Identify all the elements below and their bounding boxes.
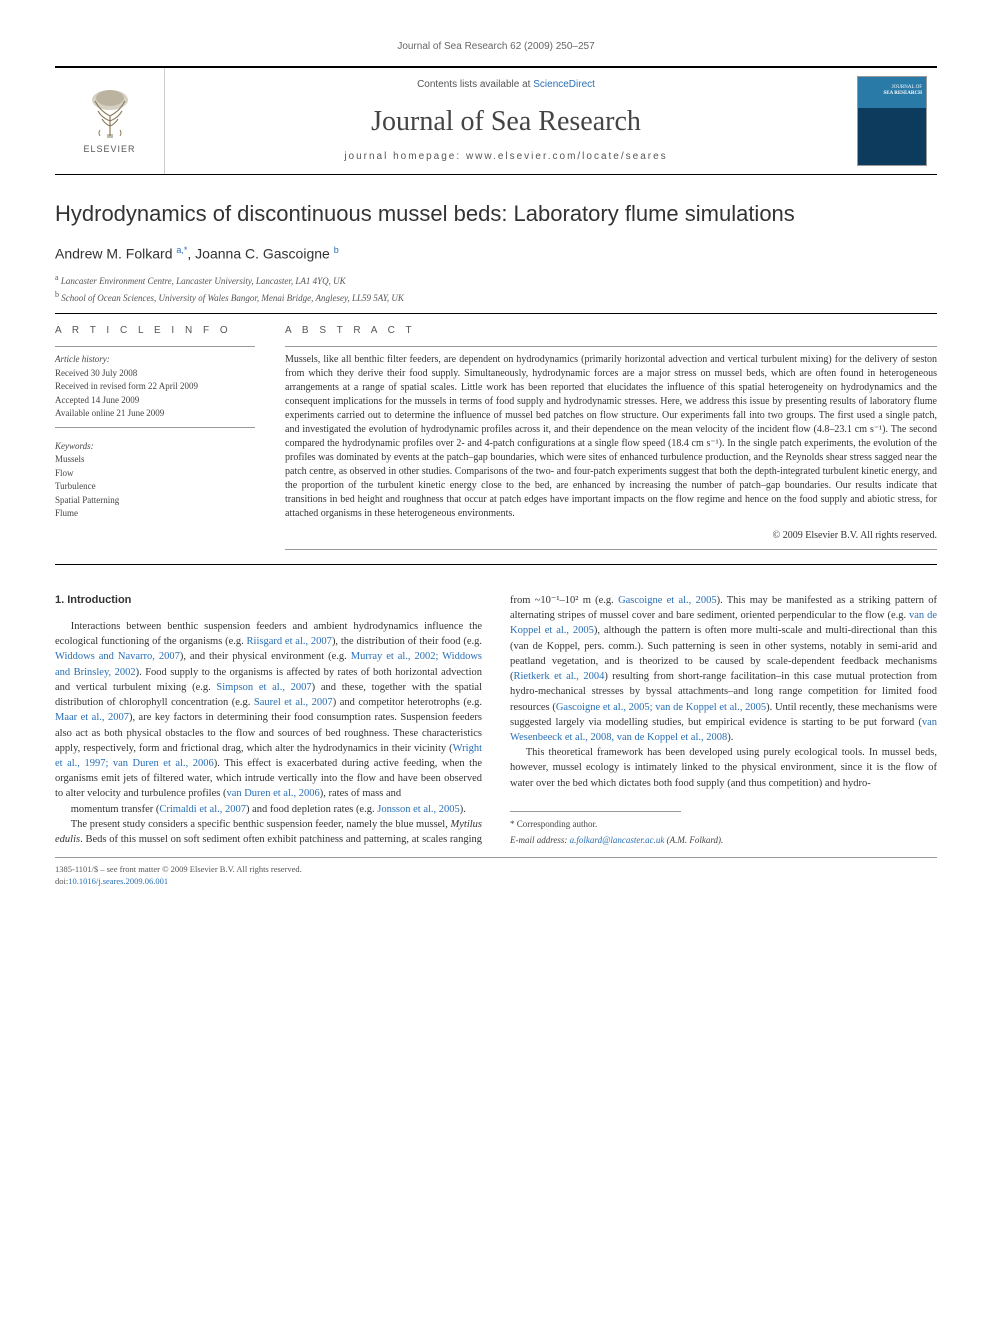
info-abstract-row: A R T I C L E I N F O Article history: R… <box>55 324 937 556</box>
publisher-logo-box: ELSEVIER <box>55 68 165 174</box>
article-title: Hydrodynamics of discontinuous mussel be… <box>55 199 937 230</box>
footnote-block: * Corresponding author. E-mail address: … <box>510 811 937 847</box>
body-para-2: momentum transfer (Crimaldi et al., 2007… <box>55 802 482 817</box>
history-online: Available online 21 June 2009 <box>55 408 164 418</box>
history-label: Article history: <box>55 354 110 364</box>
affiliation-a: a Lancaster Environment Centre, Lancaste… <box>55 272 937 289</box>
footnote-rule <box>510 811 681 812</box>
copyright-line: © 2009 Elsevier B.V. All rights reserved… <box>285 529 937 543</box>
contents-prefix: Contents lists available at <box>417 79 533 90</box>
keywords-label: Keywords: <box>55 440 255 454</box>
homepage-url: www.elsevier.com/locate/seares <box>466 151 668 162</box>
abstract-text: Mussels, like all benthic filter feeders… <box>285 353 937 521</box>
history-received: Received 30 July 2008 <box>55 368 137 378</box>
body-para-1: Interactions between benthic suspension … <box>55 619 482 802</box>
keywords-rule <box>55 427 255 428</box>
corresponding-author: * Corresponding author. <box>510 818 937 831</box>
article-body: 1. Introduction Interactions between ben… <box>55 593 937 847</box>
email-person: (A.M. Folkard). <box>667 835 724 845</box>
affil-b-text: School of Ocean Sciences, University of … <box>61 293 404 303</box>
keyword-5: Flume <box>55 508 78 518</box>
divider-rule <box>55 313 937 314</box>
running-head: Journal of Sea Research 62 (2009) 250–25… <box>55 40 937 54</box>
author-list: Andrew M. Folkard a,*, Joanna C. Gascoig… <box>55 244 937 264</box>
sciencedirect-link[interactable]: ScienceDirect <box>533 79 595 90</box>
author-2-marks: b <box>334 245 339 255</box>
article-info-head: A R T I C L E I N F O <box>55 324 255 338</box>
info-rule <box>55 346 255 347</box>
masthead-center: Contents lists available at ScienceDirec… <box>165 68 847 174</box>
abstract-column: A B S T R A C T Mussels, like all benthi… <box>285 324 937 556</box>
keyword-1: Mussels <box>55 454 85 464</box>
article-info-column: A R T I C L E I N F O Article history: R… <box>55 324 255 556</box>
doi-line: doi:10.1016/j.seares.2009.06.001 <box>55 876 937 888</box>
cover-label-bottom: SEA RESEARCH <box>884 91 922 96</box>
corresponding-email-line: E-mail address: a.folkard@lancaster.ac.u… <box>510 834 937 847</box>
cover-title: JOURNAL OF SEA RESEARCH <box>862 85 922 96</box>
footer-meta: 1385-1101/$ – see front matter © 2009 El… <box>55 857 937 888</box>
journal-masthead: ELSEVIER Contents lists available at Sci… <box>55 66 937 175</box>
history-revised: Received in revised form 22 April 2009 <box>55 381 198 391</box>
keyword-4: Spatial Patterning <box>55 495 119 505</box>
keyword-3: Turbulence <box>55 481 96 491</box>
journal-homepage: journal homepage: www.elsevier.com/locat… <box>344 150 667 164</box>
homepage-prefix: journal homepage: <box>344 151 466 162</box>
body-para-4: This theoretical framework has been deve… <box>510 745 937 791</box>
contents-line: Contents lists available at ScienceDirec… <box>417 78 595 92</box>
doi-link[interactable]: 10.1016/j.seares.2009.06.001 <box>68 876 168 886</box>
author-1: Andrew M. Folkard <box>55 245 172 261</box>
publisher-name: ELSEVIER <box>83 143 135 156</box>
keywords-block: Keywords: Mussels Flow Turbulence Spatia… <box>55 440 255 521</box>
issn-line: 1385-1101/$ – see front matter © 2009 El… <box>55 864 937 876</box>
email-label: E-mail address: <box>510 835 567 845</box>
journal-name: Journal of Sea Research <box>371 102 641 141</box>
author-1-marks: a,* <box>176 245 187 255</box>
cover-thumb-box: JOURNAL OF SEA RESEARCH <box>847 68 937 174</box>
affil-b-mark: b <box>55 290 59 299</box>
affiliations: a Lancaster Environment Centre, Lancaste… <box>55 272 937 305</box>
abstract-head: A B S T R A C T <box>285 324 937 338</box>
corresponding-email-link[interactable]: a.folkard@lancaster.ac.uk <box>570 835 665 845</box>
author-2: Joanna C. Gascoigne <box>195 245 330 261</box>
elsevier-logo: ELSEVIER <box>70 81 150 161</box>
journal-cover-thumbnail: JOURNAL OF SEA RESEARCH <box>857 76 927 166</box>
abstract-end-rule <box>285 549 937 550</box>
history-accepted: Accepted 14 June 2009 <box>55 395 139 405</box>
body-start-rule <box>55 564 937 565</box>
article-history: Article history: Received 30 July 2008 R… <box>55 353 255 421</box>
section-heading-1: 1. Introduction <box>55 593 482 609</box>
abstract-rule <box>285 346 937 347</box>
affil-a-text: Lancaster Environment Centre, Lancaster … <box>61 276 346 286</box>
affil-a-mark: a <box>55 273 59 282</box>
cover-label-top: JOURNAL OF <box>892 85 922 90</box>
doi-label: doi: <box>55 876 68 886</box>
keyword-2: Flow <box>55 468 74 478</box>
elsevier-tree-icon <box>80 86 140 141</box>
affiliation-b: b School of Ocean Sciences, University o… <box>55 289 937 306</box>
